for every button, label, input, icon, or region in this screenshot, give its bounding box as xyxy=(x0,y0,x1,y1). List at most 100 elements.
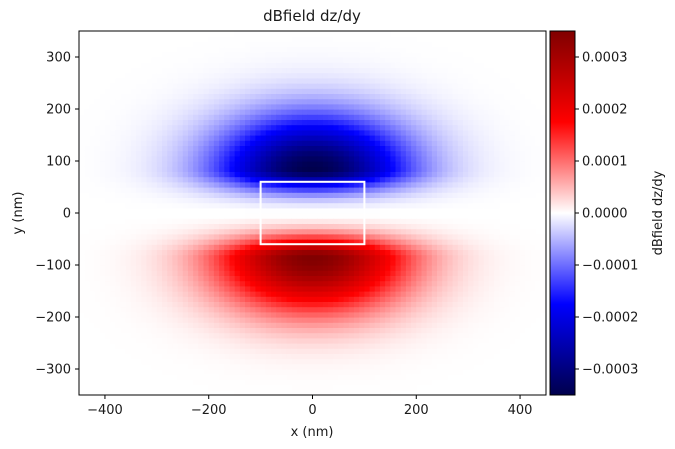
heatmap-cell xyxy=(151,161,158,167)
heatmap-cell xyxy=(265,103,272,110)
heatmap-cell xyxy=(250,363,257,370)
heatmap-cell xyxy=(208,31,215,37)
heatmap-cell xyxy=(431,124,438,131)
heatmap-cell xyxy=(234,135,241,141)
heatmap-cell xyxy=(442,317,449,323)
heatmap-cell xyxy=(317,51,324,58)
heatmap-cell xyxy=(182,291,189,297)
heatmap-cell xyxy=(411,192,417,198)
heatmap-cell xyxy=(437,181,443,188)
heatmap-cell xyxy=(364,353,371,360)
heatmap-cell xyxy=(343,228,350,235)
heatmap-cell xyxy=(296,249,303,256)
heatmap-cell xyxy=(338,259,345,266)
heatmap-cell xyxy=(208,124,215,131)
heatmap-cell xyxy=(307,129,314,136)
heatmap-cell xyxy=(172,207,179,214)
heatmap-cell xyxy=(281,166,288,172)
heatmap-cell xyxy=(405,202,412,209)
heatmap-cell xyxy=(203,270,210,276)
heatmap-cell xyxy=(245,317,251,323)
heatmap-cell xyxy=(348,129,355,136)
heatmap-cell xyxy=(255,244,262,250)
heatmap-cell xyxy=(359,129,365,136)
heatmap-cell xyxy=(395,41,402,48)
heatmap-cell xyxy=(364,239,371,245)
heatmap-cell xyxy=(442,57,449,63)
heatmap-cell xyxy=(286,114,293,120)
heatmap-cell xyxy=(333,332,340,339)
heatmap-cell xyxy=(84,135,90,141)
heatmap-cell xyxy=(312,51,319,58)
heatmap-cell xyxy=(104,254,111,261)
heatmap-cell xyxy=(130,171,137,178)
heatmap-cell xyxy=(359,322,365,328)
heatmap-cell xyxy=(312,213,319,219)
heatmap-cell xyxy=(177,77,184,84)
heatmap-cell xyxy=(426,192,433,198)
heatmap-cell xyxy=(94,384,101,391)
heatmap-cell xyxy=(354,145,360,152)
heatmap-cell xyxy=(239,187,246,193)
heatmap-cell xyxy=(250,389,257,395)
heatmap-cell xyxy=(354,202,360,209)
heatmap-cell xyxy=(317,36,324,42)
heatmap-cell xyxy=(390,145,397,152)
heatmap-cell xyxy=(182,358,189,365)
heatmap-cell xyxy=(245,161,251,167)
heatmap-cell xyxy=(229,285,236,292)
heatmap-cell xyxy=(104,114,111,120)
heatmap-cell xyxy=(364,389,371,395)
heatmap-cell xyxy=(151,41,158,48)
heatmap-cell xyxy=(198,161,205,167)
heatmap-cell xyxy=(421,83,428,89)
heatmap-cell xyxy=(255,171,262,178)
heatmap-cell xyxy=(333,265,340,271)
heatmap-cell xyxy=(89,213,96,219)
heatmap-cell xyxy=(421,306,428,313)
heatmap-cell xyxy=(89,83,96,89)
heatmap-cell xyxy=(193,332,199,339)
heatmap-cell xyxy=(312,88,319,94)
heatmap-cell xyxy=(405,171,412,178)
heatmap-cell xyxy=(156,280,163,287)
heatmap-cell xyxy=(359,353,365,360)
heatmap-cell xyxy=(312,31,319,37)
heatmap-cell xyxy=(379,348,386,354)
heatmap-cell xyxy=(177,187,184,193)
heatmap-cell xyxy=(213,296,220,302)
heatmap-cell xyxy=(431,46,438,53)
heatmap-cell xyxy=(338,197,345,204)
heatmap-cell xyxy=(359,379,365,386)
heatmap-cell xyxy=(208,254,215,261)
heatmap-cell xyxy=(162,161,168,167)
heatmap-cell xyxy=(442,41,449,48)
heatmap-cell xyxy=(84,192,90,198)
heatmap-cell xyxy=(379,171,386,178)
heatmap-cell xyxy=(146,363,153,370)
heatmap-cell xyxy=(343,369,350,375)
heatmap-cell xyxy=(177,41,184,48)
heatmap-cell xyxy=(130,31,137,37)
heatmap-cell xyxy=(99,369,106,375)
heatmap-cell xyxy=(302,244,308,250)
heatmap-cell xyxy=(442,213,449,219)
heatmap-cell xyxy=(182,384,189,391)
heatmap-cell xyxy=(328,46,334,53)
heatmap-cell xyxy=(255,327,262,334)
heatmap-cell xyxy=(276,77,282,84)
heatmap-cell xyxy=(359,161,365,167)
heatmap-cell xyxy=(250,228,257,235)
heatmap-cell xyxy=(405,98,412,105)
heatmap-cell xyxy=(182,129,189,136)
heatmap-cell xyxy=(177,51,184,58)
heatmap-cell xyxy=(224,275,231,282)
heatmap-cell xyxy=(213,83,220,89)
heatmap-cell xyxy=(348,41,355,48)
heatmap-cell xyxy=(255,192,262,198)
heatmap-cell xyxy=(110,223,116,230)
heatmap-cell xyxy=(276,207,282,214)
heatmap-cell xyxy=(286,384,293,391)
heatmap-cell xyxy=(354,363,360,370)
heatmap-cell xyxy=(426,317,433,323)
